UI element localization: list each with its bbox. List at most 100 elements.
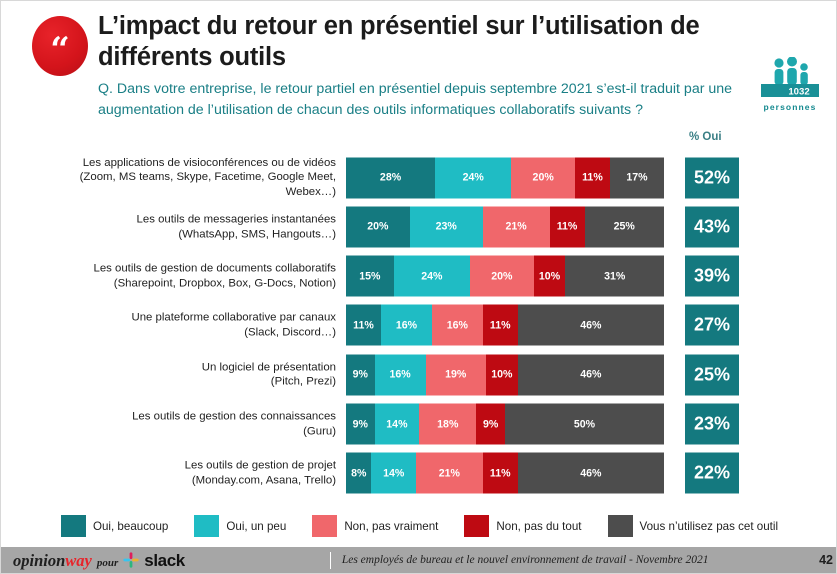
chart-row: Un logiciel de présentation (Pitch, Prezi… (1, 350, 836, 399)
bar-segment: 46% (517, 304, 664, 346)
chart-row: Les outils de gestion de documents colla… (1, 252, 836, 301)
stacked-bar: 11% 16% 16% 11% 46% (346, 304, 664, 346)
bar-segment: 21% (482, 206, 550, 248)
legend-item: Oui, beaucoup (60, 515, 169, 537)
chart-row: Les outils de gestion de projet (Monday.c… (1, 449, 836, 498)
chart-row: Les outils de gestion des connaissances(… (1, 399, 836, 448)
chart-row-label: Les applications de visioconférences ou … (79, 156, 336, 198)
bar-segment: 8% (346, 452, 372, 494)
bar-segment: 10% (485, 354, 518, 396)
bar-segment: 9% (346, 403, 375, 445)
bar-segment: 31% (565, 255, 664, 297)
bar-segment: 20% (470, 255, 534, 297)
people-icon: 1032 (761, 57, 819, 97)
bar-segment: 50% (505, 403, 664, 445)
brand-lockup: opinionway pour slack (13, 550, 185, 571)
bar-segment: 46% (517, 452, 664, 494)
stacked-bar: 9% 14% 18% 9% 50% (346, 403, 664, 445)
chart-row: Les applications de visioconférences ou … (1, 153, 836, 202)
opinionway-logo: opinionway (13, 551, 92, 571)
legend-swatch (464, 515, 490, 537)
bar-segment: 25% (584, 206, 664, 248)
row-total-badge: 43% (685, 206, 739, 248)
stacked-bar: 9% 16% 19% 10% 46% (346, 354, 664, 396)
slack-wordmark: slack (144, 550, 185, 570)
legend-swatch (607, 515, 633, 537)
bar-segment: 18% (419, 403, 477, 445)
bar-segment: 11% (549, 206, 585, 248)
bar-segment: 10% (533, 255, 566, 297)
row-total-badge: 39% (685, 255, 739, 297)
chart-row-label: Une plateforme collaborative par canaux(… (131, 311, 336, 339)
legend-label: Non, pas du tout (496, 519, 582, 533)
footer-divider (329, 551, 331, 569)
chart-legend: Oui, beaucoup Oui, un peu Non, pas vraimen… (1, 509, 836, 543)
chart-row-label: Les outils de gestion des connaissances(… (132, 410, 336, 438)
bar-segment: 15% (346, 255, 394, 297)
brand-pour-text: pour (96, 556, 119, 569)
legend-item: Oui, un peu (194, 515, 286, 537)
bar-segment: 23% (409, 206, 483, 248)
row-total-badge: 25% (685, 354, 739, 396)
chart-row-label: Les outils de messageries instantanées (W… (136, 213, 336, 240)
legend-item: Non, pas du tout (464, 515, 582, 537)
quote-mark-glyph: “ (50, 30, 70, 70)
quote-badge-icon: “ (32, 16, 88, 76)
legend-swatch (194, 515, 220, 537)
bar-segment: 20% (346, 206, 410, 248)
chart-row-label: Les outils de gestion de documents colla… (93, 262, 336, 290)
bar-segment: 21% (415, 452, 483, 494)
legend-label: Oui, un peu (226, 519, 287, 533)
page-number: 42 (819, 553, 833, 567)
bar-segment: 28% (346, 157, 436, 199)
bar-segment: 24% (393, 255, 471, 297)
bar-segment: 11% (482, 304, 518, 346)
chart-row: Une plateforme collaborative par canaux(… (1, 301, 836, 350)
sample-count-text: 1032 (788, 86, 809, 97)
legend-label: Vous n’utilisez pas cet outil (639, 519, 779, 533)
bar-segment: 9% (346, 354, 375, 396)
slide-footer: opinionway pour slack Les employés de bu… (1, 547, 836, 573)
stacked-bar: 20% 23% 21% 11% 25% (346, 206, 664, 248)
row-total-badge: 23% (685, 403, 739, 445)
bar-segment: 14% (374, 403, 420, 445)
bar-segment: 9% (476, 403, 505, 445)
legend-swatch (312, 515, 338, 537)
bar-segment: 19% (425, 354, 486, 396)
bar-segment: 11% (346, 304, 381, 346)
bar-segment: 20% (511, 157, 575, 199)
stacked-bar: 8% 14% 21% 11% 46% (346, 452, 664, 494)
question-text: Q. Dans votre entreprise, le retour part… (98, 81, 733, 118)
bar-segment: 17% (609, 157, 664, 199)
row-total-badge: 27% (685, 304, 739, 346)
sample-label: personnes (763, 102, 817, 112)
chart-row: Les outils de messageries instantanées (W… (1, 202, 836, 251)
row-total-badge: 22% (685, 452, 739, 494)
slack-logo-icon (123, 551, 139, 568)
brand-way-text: way (65, 550, 92, 570)
brand-opinion-text: opinion (13, 550, 66, 570)
bar-segment: 16% (380, 304, 432, 346)
chart-row-label: Les outils de gestion de projet (Monday.c… (184, 459, 336, 487)
legend-item: Vous n’utilisez pas cet outil (607, 515, 779, 537)
footer-note: Les employés de bureau et le nouvel envi… (341, 554, 709, 566)
bar-segment: 11% (574, 157, 610, 199)
row-total-badge: 52% (685, 157, 739, 199)
stacked-bar: 28% 24% 20% 11% 17% (346, 157, 664, 199)
pct-oui-column-header: % Oui (689, 131, 722, 143)
page-title: L’impact du retour en présentiel sur l’u… (98, 12, 700, 72)
chart-row-label: Un logiciel de présentation (Pitch, Prezi… (201, 361, 336, 388)
bar-segment: 14% (371, 452, 416, 494)
legend-item: Non, pas vraiment (312, 515, 438, 537)
bar-segment: 24% (435, 157, 512, 199)
sample-size-badge: 1032 personnes (754, 57, 826, 112)
legend-label: Non, pas vraiment (344, 519, 439, 533)
legend-label: Oui, beaucoup (92, 519, 169, 533)
bar-segment: 11% (482, 452, 518, 494)
bar-segment: 16% (374, 354, 426, 396)
stacked-bar: 15% 24% 20% 10% 31% (346, 255, 664, 297)
bar-segment: 46% (517, 354, 664, 396)
bar-segment: 16% (431, 304, 483, 346)
stacked-bar-chart: Les applications de visioconférences ou … (1, 153, 836, 498)
